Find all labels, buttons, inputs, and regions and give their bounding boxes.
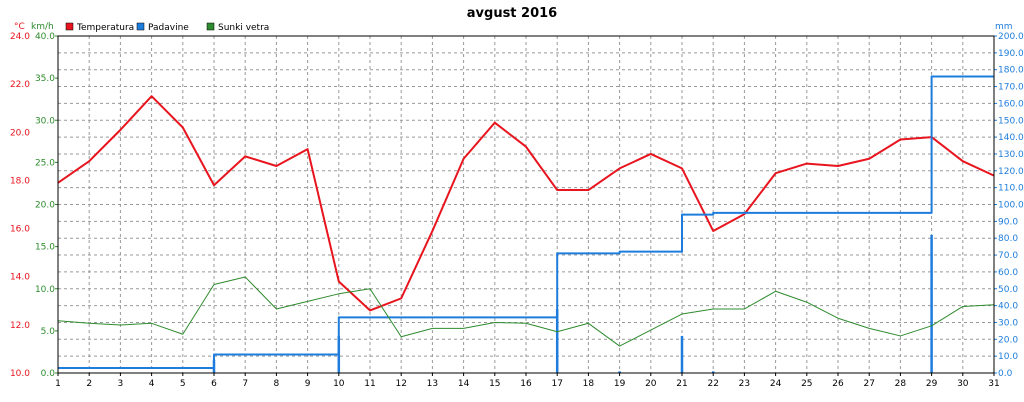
unit-wind: km/h: [31, 22, 54, 32]
x-tick-label: 17: [551, 379, 562, 389]
chart-title: avgust 2016: [467, 6, 557, 21]
y-precip-tick-label: 10.0: [998, 352, 1018, 362]
y-wind-tick-label: 25.0: [35, 158, 55, 168]
x-tick-label: 15: [489, 379, 500, 389]
y-precip-tick-label: 170.0: [998, 83, 1024, 93]
y-precip-tick-label: 80.0: [998, 234, 1018, 244]
x-tick-label: 21: [676, 379, 687, 389]
y-precip-tick-label: 0.0: [998, 369, 1013, 379]
x-tick-label: 16: [520, 379, 532, 389]
y-precip-tick-label: 160.0: [998, 99, 1024, 109]
x-tick-label: 14: [458, 379, 470, 389]
y-wind-tick-label: 15.0: [35, 243, 55, 253]
unit-temperature: °C: [14, 22, 25, 32]
y-temp-tick-label: 24.0: [10, 32, 30, 42]
axis-ticks: 1 2 3 4 5 6 7 8 9 10 11 12 13 14 15 16 17 18 19 20 21 22 23 24 2…: [10, 32, 1024, 389]
y-precip-tick-label: 20.0: [998, 335, 1018, 345]
y-precip-tick-label: 180.0: [998, 66, 1024, 76]
x-tick-label: 30: [957, 379, 969, 389]
x-tick-label: 2: [86, 379, 92, 389]
legend-swatch-wind: [206, 22, 215, 31]
y-precip-tick-label: 190.0: [998, 49, 1024, 59]
x-tick-label: 13: [427, 379, 438, 389]
y-wind-tick-label: 40.0: [35, 32, 55, 42]
y-precip-tick-label: 140.0: [998, 133, 1024, 143]
y-precip-tick-label: 150.0: [998, 116, 1024, 126]
grid: [58, 36, 994, 373]
x-tick-label: 5: [180, 379, 186, 389]
x-tick-label: 8: [274, 379, 280, 389]
x-tick-label: 9: [305, 379, 311, 389]
x-tick-label: 20: [645, 379, 657, 389]
x-tick-label: 26: [832, 379, 844, 389]
series-marks: [57, 75, 995, 373]
legend-swatch-temperature: [65, 22, 74, 31]
y-temp-tick-label: 10.0: [10, 369, 30, 379]
x-tick-label: 1: [55, 379, 61, 389]
y-temp-tick-label: 16.0: [10, 225, 30, 235]
y-temp-tick-label: 20.0: [10, 128, 30, 138]
legend: Temperatura Padavine Sunki vetra: [65, 22, 269, 33]
y-precip-tick-label: 50.0: [998, 285, 1018, 295]
y-temp-tick-label: 14.0: [10, 273, 30, 283]
x-tick-label: 28: [895, 379, 907, 389]
x-tick-label: 29: [926, 379, 938, 389]
y-precip-tick-label: 40.0: [998, 302, 1018, 312]
x-tick-label: 27: [863, 379, 874, 389]
x-tick-label: 18: [583, 379, 595, 389]
y-precip-tick-label: 200.0: [998, 32, 1024, 42]
y-precip-tick-label: 30.0: [998, 318, 1018, 328]
x-tick-label: 12: [395, 379, 406, 389]
x-tick-label: 10: [333, 379, 345, 389]
y-temp-tick-label: 18.0: [10, 176, 30, 186]
x-tick-label: 11: [364, 379, 375, 389]
x-tick-label: 25: [801, 379, 812, 389]
x-tick-label: 19: [614, 379, 626, 389]
plot-frame: [57, 35, 995, 374]
y-wind-tick-label: 10.0: [35, 285, 55, 295]
y-wind-tick-label: 0.0: [41, 369, 56, 379]
series-line-precip: [58, 75, 994, 369]
y-temp-tick-label: 22.0: [10, 80, 30, 90]
x-tick-label: 22: [707, 379, 718, 389]
y-wind-tick-label: 35.0: [35, 74, 55, 84]
y-precip-tick-label: 90.0: [998, 217, 1018, 227]
x-tick-label: 23: [739, 379, 750, 389]
x-tick-label: 4: [149, 379, 155, 389]
x-tick-label: 7: [242, 379, 248, 389]
legend-label-precip: Padavine: [148, 23, 189, 33]
y-temp-tick-label: 12.0: [10, 321, 30, 331]
x-tick-label: 3: [118, 379, 124, 389]
y-precip-tick-label: 100.0: [998, 201, 1024, 211]
y-wind-tick-label: 30.0: [35, 116, 55, 126]
unit-precip: mm: [995, 22, 1013, 32]
legend-swatch-precip: [136, 22, 145, 31]
y-precip-tick-label: 120.0: [998, 167, 1024, 177]
legend-label-temperature: Temperatura: [76, 23, 134, 33]
series-line-temp: [57, 95, 995, 312]
y-precip-tick-label: 110.0: [998, 184, 1024, 194]
y-wind-tick-label: 5.0: [41, 327, 56, 337]
x-tick-label: 31: [988, 379, 999, 389]
legend-label-wind: Sunki vetra: [218, 23, 269, 33]
y-wind-tick-label: 20.0: [35, 201, 55, 211]
x-tick-label: 24: [770, 379, 782, 389]
y-precip-tick-label: 70.0: [998, 251, 1018, 261]
series-line-wind: [57, 276, 995, 347]
y-precip-tick-label: 60.0: [998, 268, 1018, 278]
x-tick-label: 6: [211, 379, 217, 389]
y-precip-tick-label: 130.0: [998, 150, 1024, 160]
